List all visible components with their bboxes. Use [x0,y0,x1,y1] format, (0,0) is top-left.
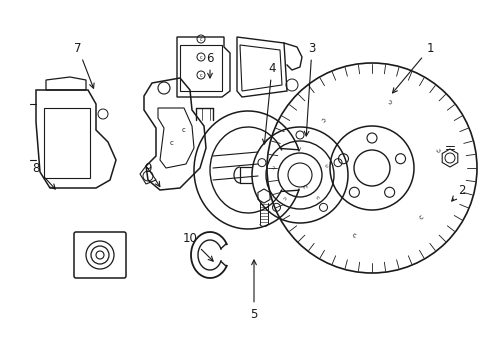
Text: c: c [417,214,424,221]
Text: c: c [199,36,202,41]
Text: c: c [318,115,325,122]
Text: c: c [324,163,328,169]
Text: c: c [350,232,356,239]
Bar [44,108,90,178]
Text: c: c [386,97,392,104]
Text: 9: 9 [144,162,160,186]
Text: 2: 2 [451,184,465,201]
Text: c: c [182,127,185,133]
Text: c: c [297,145,302,149]
Text: 4: 4 [262,62,275,144]
Text: c: c [199,54,202,59]
Text: 3: 3 [304,41,315,136]
Text: c: c [170,140,174,146]
Text: c: c [199,72,202,77]
Text: c: c [313,195,319,201]
Text: 7: 7 [74,41,94,88]
Text: 1: 1 [392,41,433,93]
Text: 8: 8 [32,162,55,189]
Text: 5: 5 [250,260,257,320]
Text: c: c [270,163,275,169]
Text: 10: 10 [182,231,213,261]
Text: c: c [301,184,307,189]
Text: c: c [435,147,442,153]
Text: c: c [280,195,286,201]
Text: 6: 6 [206,51,213,78]
